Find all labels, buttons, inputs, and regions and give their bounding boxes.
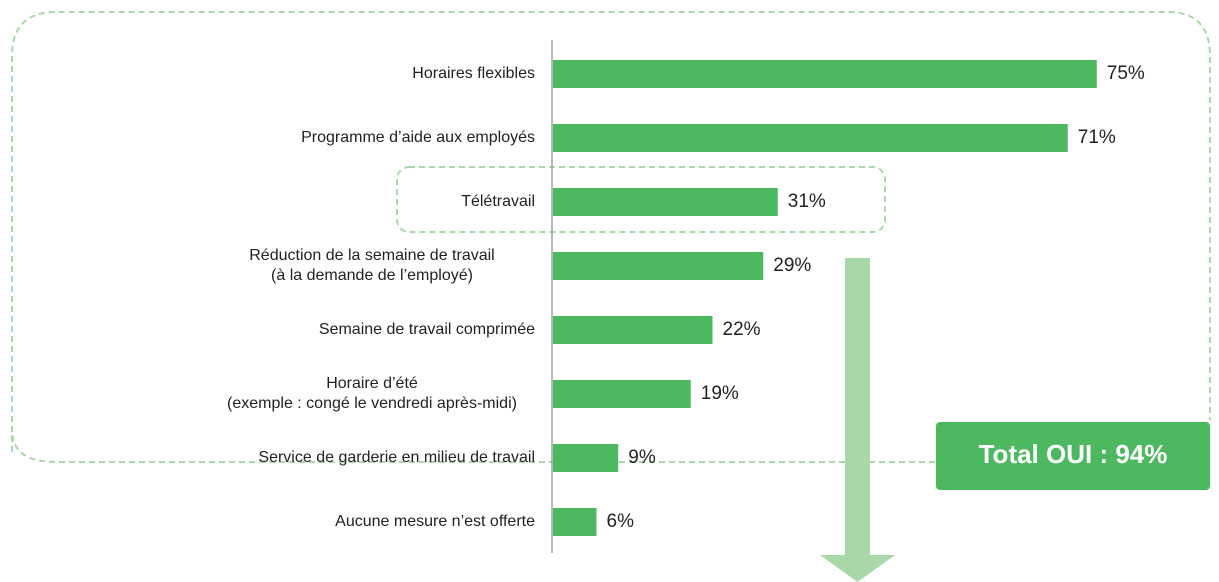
value-label: 22% [723, 319, 761, 340]
total-label: Total OUI : 94% [979, 439, 1168, 469]
bar [553, 380, 691, 408]
category-label: Télétravail [461, 193, 535, 210]
category-line: Semaine de travail comprimée [319, 321, 535, 338]
bar [553, 316, 713, 344]
category-line: Réduction de la semaine de travail [249, 247, 494, 264]
category-line: Service de garderie en milieu de travail [258, 449, 535, 466]
value-label: 71% [1078, 127, 1116, 148]
value-label: 31% [788, 191, 826, 212]
group-outline [11, 429, 935, 463]
highlight-box [396, 166, 886, 233]
category-label: Réduction de la semaine de travail (à la … [249, 247, 494, 284]
bar [553, 444, 619, 472]
category-line: Aucune mesure n’est offerte [335, 513, 535, 530]
category-label: Semaine de travail comprimée [319, 321, 535, 338]
category-line: (exemple : congé le vendredi après-midi) [227, 395, 517, 412]
value-label: 9% [628, 447, 656, 468]
category-label: Horaire d’été (exemple : congé le vendred… [227, 375, 517, 412]
category-label: Aucune mesure n’est offerte [335, 513, 535, 530]
category-line: Horaires flexibles [412, 65, 535, 82]
bar [553, 124, 1068, 152]
bar [553, 252, 764, 280]
bar [553, 60, 1097, 88]
category-line: Horaire d’été [326, 375, 418, 392]
group-outline [11, 11, 1211, 452]
category-line: Télétravail [461, 193, 535, 210]
category-line: Programme d’aide aux employés [301, 129, 535, 146]
category-label: Service de garderie en milieu de travail [258, 449, 535, 466]
bar [553, 508, 597, 536]
category-line: (à la demande de l’employé) [271, 267, 473, 284]
category-label: Horaires flexibles [412, 65, 535, 82]
value-label: 6% [607, 511, 635, 532]
category-label: Programme d’aide aux employés [301, 129, 535, 146]
arrow [820, 258, 895, 582]
total-box [936, 422, 1210, 490]
value-label: 75% [1107, 63, 1145, 84]
bar [553, 188, 778, 216]
value-label: 19% [701, 383, 739, 404]
value-label: 29% [773, 255, 811, 276]
